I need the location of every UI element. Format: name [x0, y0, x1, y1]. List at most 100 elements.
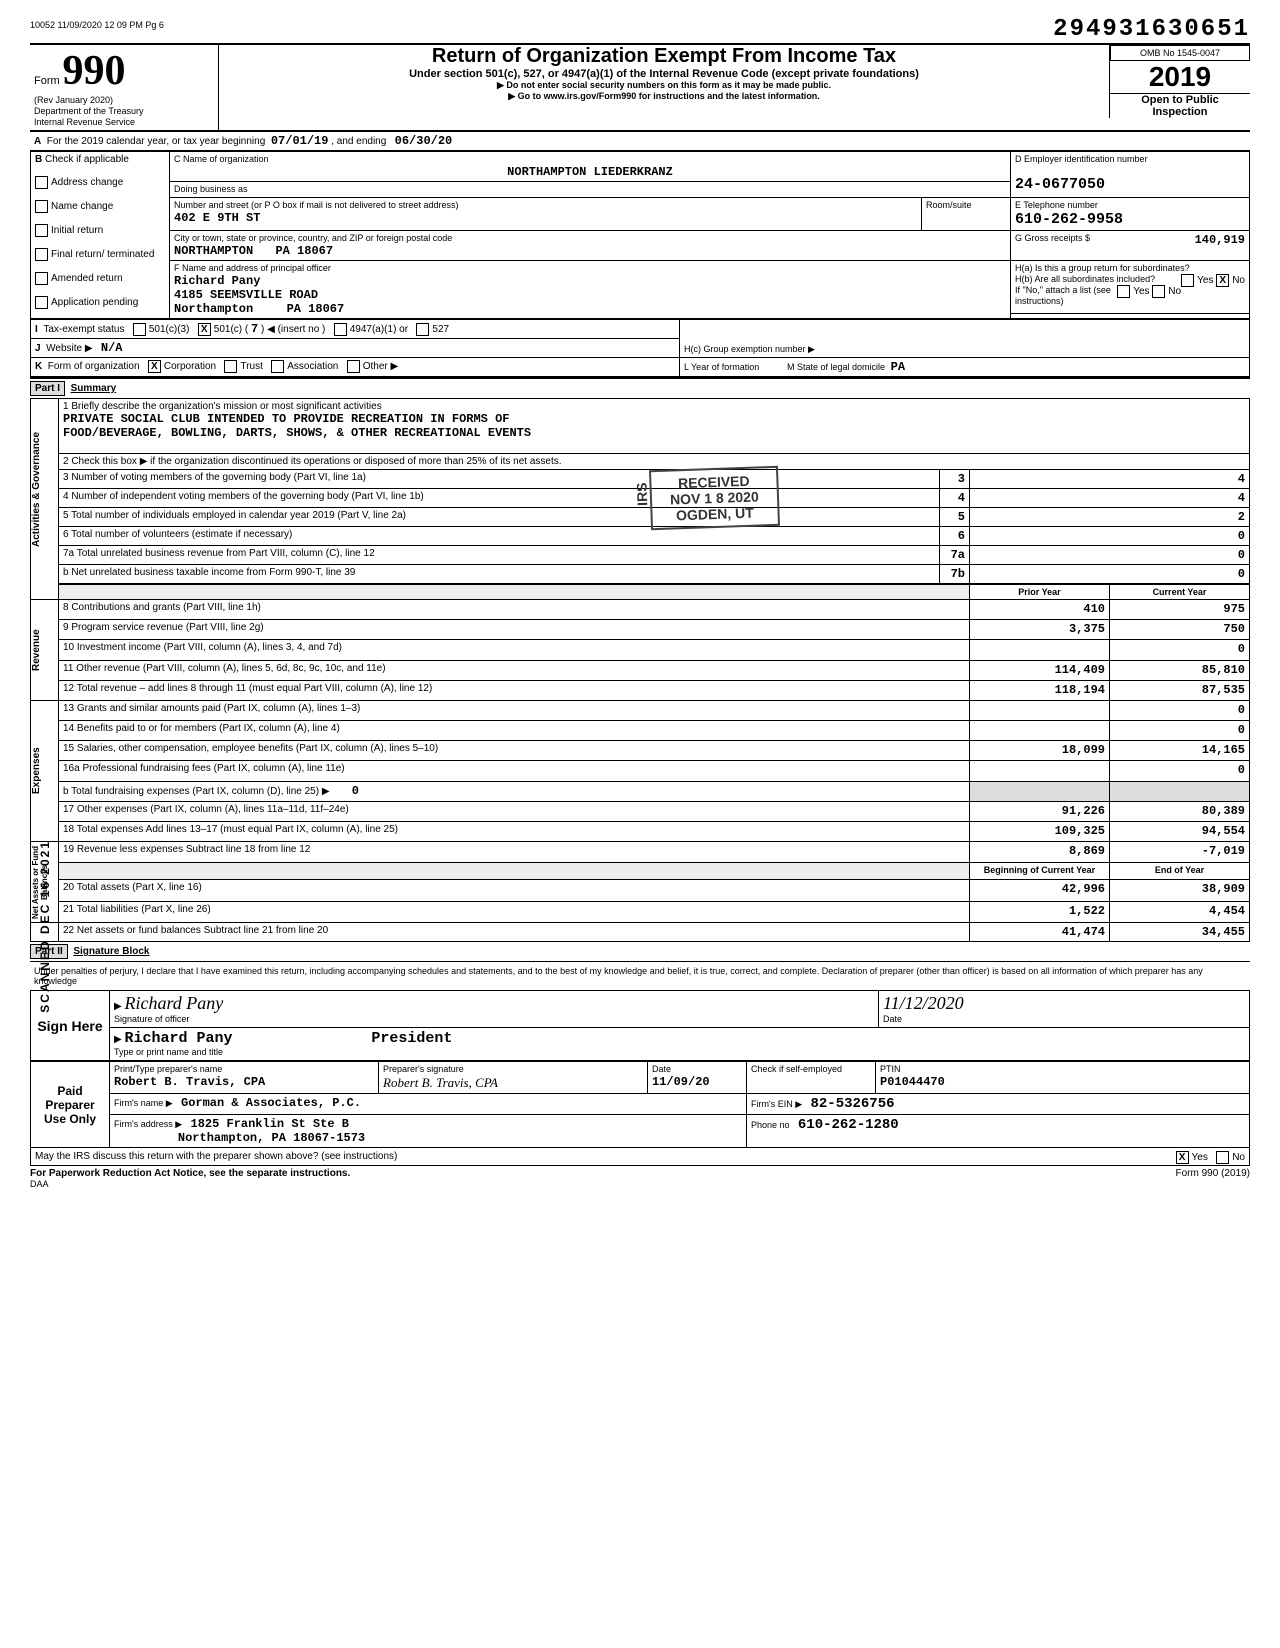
firm: Gorman & Associates, P.C. [181, 1096, 361, 1110]
cb-hb-yes[interactable] [1117, 285, 1130, 298]
p21: 1,522 [969, 901, 1109, 922]
check-lbl: Check if self-employed [751, 1064, 842, 1074]
cb-final[interactable] [35, 248, 48, 261]
p8: 410 [969, 600, 1109, 620]
city: NORTHAMPTON [174, 244, 253, 258]
pending: Application pending [51, 297, 138, 308]
c7b: 7b [939, 565, 969, 585]
j-label: Website ▶ [46, 343, 92, 354]
part1-hdr: Part I [30, 381, 65, 396]
cb-discuss-yes[interactable]: X [1176, 1151, 1189, 1164]
cb-501c3[interactable] [133, 323, 146, 336]
officer-addr2: Northampton [174, 302, 253, 316]
officer-addr3: PA 18067 [287, 302, 345, 316]
l1-lbl: 1 Briefly describe the organization's mi… [63, 401, 382, 412]
cu10: 0 [1109, 640, 1249, 660]
irs: Internal Revenue Service [34, 117, 135, 127]
prep-sig: Robert B. Travis, CPA [383, 1075, 498, 1090]
hb-no: No [1168, 286, 1181, 297]
cb-501c[interactable]: X [198, 323, 211, 336]
firm-addr-lbl: Firm's address ▶ [114, 1119, 182, 1129]
officer-addr1: 4185 SEEMSVILLE ROAD [174, 288, 318, 302]
l10: 10 Investment income (Part VIII, column … [59, 640, 970, 660]
omb: OMB No 1545-0047 [1110, 45, 1250, 61]
cb-name-change[interactable] [35, 200, 48, 213]
firm-ein: 82-5326756 [810, 1096, 894, 1112]
ptin: P01044470 [880, 1075, 945, 1089]
l1-b: FOOD/BEVERAGE, BOWLING, DARTS, SHOWS, & … [63, 426, 531, 440]
part1-title: Summary [71, 383, 117, 394]
ha-yes: Yes [1197, 275, 1213, 286]
cb-527[interactable] [416, 323, 429, 336]
cu9: 750 [1109, 620, 1249, 640]
room-label: Room/suite [926, 200, 972, 210]
initial: Initial return [51, 225, 103, 236]
l20: 20 Total assets (Part X, line 16) [59, 880, 970, 901]
cb-ha-no[interactable]: X [1216, 274, 1229, 287]
cb-trust[interactable] [224, 360, 237, 373]
cb-addr-change[interactable] [35, 176, 48, 189]
cb-other[interactable] [347, 360, 360, 373]
cu20: 38,909 [1109, 880, 1249, 901]
l16a: 16a Professional fundraising fees (Part … [59, 761, 970, 781]
prep-name: Robert B. Travis, CPA [114, 1075, 265, 1089]
cb-amended[interactable] [35, 272, 48, 285]
discuss-no: No [1232, 1152, 1245, 1163]
hb-label: H(b) Are all subordinates included? [1015, 274, 1155, 284]
ein: 24-0677050 [1015, 176, 1105, 193]
dba-label: Doing business as [174, 184, 248, 194]
v6: 0 [969, 527, 1249, 546]
prep-date: 11/09/20 [652, 1075, 710, 1089]
paid-preparer: Paid Preparer Use Only [31, 1062, 110, 1148]
cu17: 80,389 [1109, 801, 1249, 821]
c3: 3 [939, 470, 969, 489]
pra: For Paperwork Reduction Act Notice, see … [30, 1168, 350, 1179]
p9: 3,375 [969, 620, 1109, 640]
cu12: 87,535 [1109, 680, 1249, 700]
cb-initial[interactable] [35, 224, 48, 237]
cb-discuss-no[interactable] [1216, 1151, 1229, 1164]
cb-4947[interactable] [334, 323, 347, 336]
warn-ssn: ▶ Do not enter social security numbers o… [239, 80, 1089, 91]
cb-hb-no[interactable] [1152, 285, 1165, 298]
cb-ha-yes[interactable] [1181, 274, 1194, 287]
l4: 4 Number of independent voting members o… [59, 489, 940, 508]
cb-assoc[interactable] [271, 360, 284, 373]
officer-signature: Richard Pany [124, 993, 223, 1013]
form-number: 990 [62, 48, 125, 94]
rev: (Rev January 2020) [34, 95, 113, 105]
period-mid: , and ending [331, 136, 386, 147]
p20: 42,996 [969, 880, 1109, 901]
p16a [969, 761, 1109, 781]
cb-corp[interactable]: X [148, 360, 161, 373]
i-501c3: 501(c)(3) [149, 324, 190, 335]
cu13: 0 [1109, 701, 1249, 721]
p18: 109,325 [969, 821, 1109, 841]
sig-date: 11/12/2020 [883, 993, 964, 1013]
officer-typed-name: Richard Pany [124, 1030, 232, 1047]
name-change: Name change [51, 201, 113, 212]
dln: 294931630651 [1053, 16, 1250, 43]
cu11: 85,810 [1109, 660, 1249, 680]
cu15: 14,165 [1109, 741, 1249, 761]
c5: 5 [939, 508, 969, 527]
period-text: For the 2019 calendar year, or tax year … [47, 136, 265, 147]
hdr-current: Current Year [1109, 584, 1249, 600]
street: 402 E 9TH ST [174, 211, 260, 225]
v7a: 0 [969, 546, 1249, 565]
ha-label: H(a) Is this a group return for subordin… [1015, 263, 1190, 273]
hb-note: If "No," attach a list (see instructions… [1015, 285, 1111, 306]
c-label: C Name of organization [174, 154, 269, 164]
sig-label: Signature of officer [114, 1014, 189, 1024]
officer-name: Richard Pany [174, 274, 260, 288]
cb-pending[interactable] [35, 296, 48, 309]
hb-yes: Yes [1133, 286, 1149, 297]
city-label: City or town, state or province, country… [174, 233, 452, 243]
k-corp: Corporation [164, 361, 216, 372]
v4: 4 [969, 489, 1249, 508]
state-zip: PA 18067 [275, 244, 333, 258]
c4: 4 [939, 489, 969, 508]
l5: 5 Total number of individuals employed i… [59, 508, 940, 527]
cu19: -7,019 [1109, 842, 1249, 863]
l22: 22 Net assets or fund balances Subtract … [59, 923, 970, 942]
